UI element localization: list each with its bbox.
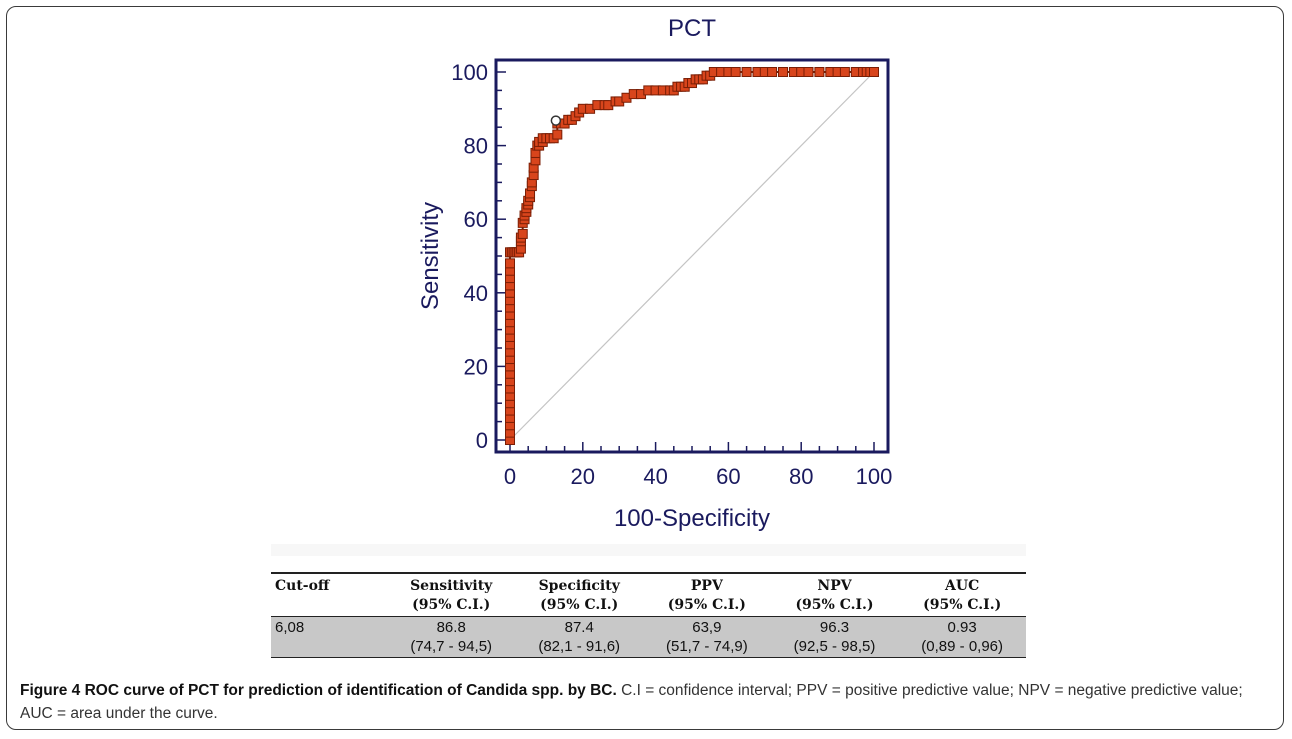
chart-title: PCT (668, 15, 716, 42)
stats-table: Cut-off Sensitivity (95% C.I.) Specificit… (271, 572, 1026, 658)
figure-frame (6, 6, 1284, 730)
roc-point (741, 67, 752, 77)
y-tick-label: 0 (476, 428, 488, 453)
x-tick-label: 60 (716, 464, 740, 489)
header-sensitivity: Sensitivity (95% C.I.) (410, 578, 493, 613)
header-ppv: PPV (95% C.I.) (667, 578, 746, 613)
y-tick-label: 100 (451, 60, 488, 85)
header-npv: NPV (95% C.I.) (795, 578, 874, 613)
roc-chart: 0 20 40 60 80 100 0 20 40 60 80 100 100-Specificity S… (417, 15, 893, 532)
caption-title: Figure 4 ROC curve of PCT for prediction… (20, 682, 617, 699)
reference-line (509, 71, 875, 441)
cell-auc: 0.93 (0,89 - 0,96) (898, 616, 1026, 658)
header-auc: AUC (95% C.I.) (923, 578, 1002, 613)
x-tick-label: 20 (571, 464, 595, 489)
header-specificity: Specificity (95% C.I.) (538, 578, 620, 613)
table-top-strip (271, 544, 1026, 556)
roc-point (839, 67, 850, 77)
cutoff-point-marker (550, 115, 562, 126)
cell-npv: 96.3 (92,5 - 98,5) (770, 616, 899, 658)
roc-point (803, 67, 814, 77)
y-tick-label: 20 (464, 354, 488, 379)
cell-ppv: 63,9 (51,7 - 74,9) (643, 616, 771, 658)
roc-point (814, 67, 825, 77)
roc-point (778, 67, 788, 77)
cell-cutoff: 6,08 (271, 616, 387, 658)
roc-point (517, 228, 528, 239)
y-tick-label: 80 (464, 134, 488, 159)
x-tick-label: 80 (789, 464, 813, 489)
header-cutoff: Cut-off (275, 578, 330, 594)
roc-point (767, 67, 778, 77)
table-header-row: Cut-off Sensitivity (95% C.I.) Specificit… (271, 573, 1026, 617)
x-tick-label: 40 (643, 464, 667, 489)
cell-sensitivity: 86.8 (74,7 - 94,5) (387, 616, 516, 658)
cell-specificity: 87.4 (82,1 - 91,6) (515, 616, 644, 658)
figure-caption: Figure 4 ROC curve of PCT for prediction… (20, 679, 1270, 725)
x-tick-label: 100 (856, 464, 893, 489)
roc-point (552, 129, 563, 140)
table-row: 6,08 86.8 (74,7 - 94,5) 87.4 (82,1 - 91,6)… (271, 616, 1026, 658)
y-axis-title: Sensitivity (417, 202, 444, 310)
roc-point (869, 67, 879, 77)
x-tick-label: 0 (504, 464, 516, 489)
roc-point (730, 67, 741, 77)
caption-text: C.I = confidence interval; PPV = positiv… (20, 682, 1243, 722)
y-tick-label: 60 (464, 207, 488, 232)
roc-point (505, 258, 515, 269)
y-tick-label: 40 (464, 281, 488, 306)
x-axis-title: 100-Specificity (614, 505, 770, 532)
